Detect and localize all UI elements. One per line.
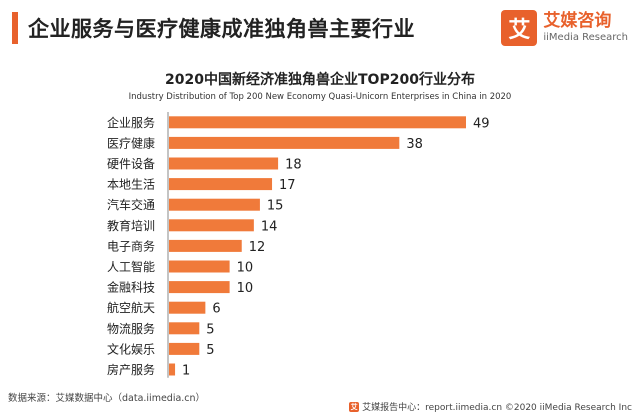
bar (169, 363, 176, 376)
bar (169, 281, 230, 294)
category-tick-label: 硬件设备 (107, 157, 155, 171)
page-title: 企业服务与医疗健康成准独角兽主要行业 (28, 17, 415, 41)
chart-subtitle: Industry Distribution of Top 200 New Eco… (128, 92, 512, 102)
category-tick-label: 本地生活 (107, 178, 155, 192)
bar-value-label: 6 (212, 302, 220, 317)
category-tick-label: 医疗健康 (107, 135, 155, 150)
category-tick-label: 教育培训 (107, 218, 155, 233)
bar (169, 198, 260, 211)
bar (169, 322, 200, 335)
bar-value-label: 5 (206, 322, 214, 337)
bar-value-label: 17 (279, 178, 296, 193)
bar (169, 178, 273, 191)
category-tick-label: 文化娱乐 (107, 341, 155, 356)
footer-credit-text: 艾媒报告中心：report.iimedia.cn ©2020 iiMedia R… (362, 403, 632, 413)
category-tick-label: 人工智能 (107, 259, 155, 274)
bar-value-label: 38 (406, 137, 423, 152)
bar-value-label: 18 (285, 158, 302, 173)
category-tick-label: 汽车交通 (107, 197, 155, 212)
bar-value-label: 1 (182, 364, 190, 379)
category-tick-label: 物流服务 (107, 321, 155, 336)
iimedia-small-logo-icon: 艾 (349, 401, 360, 412)
category-tick-label: 电子商务 (107, 238, 155, 253)
category-tick-label: 企业服务 (107, 115, 155, 130)
logo-name-en: iiMedia Research (543, 32, 628, 43)
chart-title: 2020中国新经济准独角兽企业TOP200行业分布 (165, 72, 475, 88)
logo-name-cn: 艾媒咨询 (543, 11, 612, 31)
bar (169, 260, 230, 273)
bar-value-label: 15 (267, 199, 284, 214)
bar-value-label: 12 (249, 240, 266, 255)
bar (169, 116, 466, 129)
bar (169, 136, 400, 149)
bar-value-label: 14 (261, 219, 278, 234)
category-tick-label: 房产服务 (107, 362, 155, 377)
logo-text: 艾媒咨询 iiMedia Research (543, 12, 628, 44)
iimedia-logo-icon: 艾 (501, 10, 538, 46)
bar-value-label: 5 (206, 343, 214, 358)
data-source-note: 数据来源：艾媒数据中心（data.iimedia.cn） (8, 393, 206, 404)
bar (169, 342, 200, 355)
bar (169, 239, 242, 252)
category-tick-label: 金融科技 (107, 280, 155, 295)
bar-value-label: 10 (237, 261, 254, 276)
title-accent-bar (12, 12, 18, 44)
bar (169, 301, 206, 314)
iimedia-logo: 艾 艾媒咨询 iiMedia Research (501, 10, 628, 46)
bar-value-label: 49 (473, 116, 490, 131)
category-tick-label: 航空航天 (107, 300, 155, 315)
bar-value-label: 10 (237, 281, 254, 296)
bar (169, 219, 254, 232)
footer-credit: 艾 艾媒报告中心：report.iimedia.cn ©2020 iiMedia… (349, 400, 632, 413)
bar (169, 157, 279, 170)
